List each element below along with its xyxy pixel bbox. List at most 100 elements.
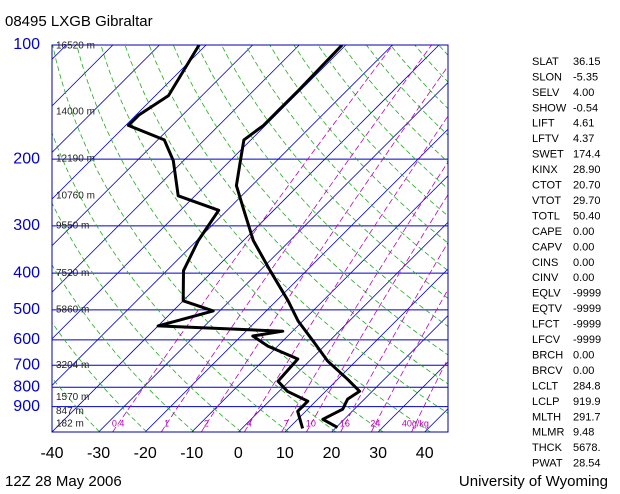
isotherm	[0, 45, 20, 432]
height-label: 12190 m	[56, 154, 95, 165]
mixing-ratio-line	[200, 65, 448, 432]
dry-adiabat	[293, 45, 448, 217]
stat-name: CAPV	[532, 241, 563, 253]
stat-value: 0.00	[573, 241, 594, 253]
x-tick-label: 20	[323, 445, 341, 462]
y-tick-label: 500	[13, 301, 40, 318]
stat-name: CAPE	[532, 226, 562, 238]
stat-name: LCLP	[532, 396, 560, 408]
mixing-ratio-label: 7	[284, 418, 289, 428]
stat-value: -9999	[573, 303, 601, 315]
dry-adiabat	[76, 45, 384, 432]
stat-value: 20.70	[573, 180, 601, 192]
stat-name: EQLV	[532, 288, 561, 300]
stat-value: -9999	[573, 334, 601, 346]
stat-name: BRCV	[532, 365, 563, 377]
isotherm	[52, 45, 207, 200]
height-label: 14000 m	[56, 106, 95, 117]
mixing-ratio-line	[281, 161, 448, 432]
stat-name: SHOW	[532, 102, 567, 114]
stat-name: CINS	[532, 257, 558, 269]
y-tick-label: 900	[13, 398, 40, 415]
stat-name: SELV	[532, 87, 560, 99]
stat-value: -0.54	[573, 102, 598, 114]
y-tick-label: 600	[13, 331, 40, 348]
stat-value: 0.00	[573, 272, 594, 284]
dry-adiabat	[52, 45, 337, 432]
stat-value: 28.90	[573, 164, 601, 176]
stat-value: -9999	[573, 288, 601, 300]
stat-value: 5678.	[573, 442, 601, 454]
x-tick-label: -10	[180, 445, 203, 462]
height-label: 16520 m	[56, 41, 95, 52]
stat-value: 0.00	[573, 349, 594, 361]
mixing-ratio-label: 0.4	[112, 418, 125, 428]
stat-value: 0.00	[573, 226, 594, 238]
mixing-ratio-label: 10	[306, 418, 316, 428]
footer-right: University of Wyoming	[459, 473, 608, 490]
dry-adiabat	[52, 430, 53, 432]
dry-adiabat	[52, 131, 289, 432]
isotherm	[52, 45, 160, 154]
stat-name: BRCH	[532, 349, 563, 361]
mixing-ratio-line	[370, 288, 448, 432]
isotherm	[238, 221, 448, 432]
stat-value: 29.70	[573, 195, 601, 207]
x-tick-label: 10	[276, 445, 294, 462]
stat-name: SLAT	[532, 56, 559, 68]
isotherm	[98, 82, 448, 432]
height-label: 5860 m	[56, 305, 89, 316]
dry-adiabat	[221, 45, 448, 299]
dry-adiabat	[172, 45, 448, 356]
stat-value: 0.00	[573, 365, 594, 377]
y-tick-label: 200	[13, 150, 40, 167]
stat-name: LIFT	[532, 118, 555, 130]
x-tick-label: 0	[234, 445, 243, 462]
stat-name: MLTH	[532, 411, 561, 423]
dry-adiabat	[269, 45, 448, 244]
stat-name: PWAT	[532, 458, 563, 470]
stat-value: 284.8	[573, 380, 601, 392]
mixing-ratio-line	[411, 357, 448, 432]
isotherm	[191, 175, 448, 432]
dry-adiabat	[52, 377, 100, 432]
x-tick-label: -30	[87, 445, 110, 462]
y-tick-label: 300	[13, 217, 40, 234]
stat-name: LCLT	[532, 380, 558, 392]
y-tick-label: 700	[13, 356, 40, 373]
mixing-ratio-line	[340, 241, 448, 432]
x-tick-label: 40	[416, 445, 434, 462]
mixing-ratio-label: 24	[370, 418, 380, 428]
stat-value: -9999	[573, 319, 601, 331]
isotherm	[331, 314, 448, 432]
profile-line	[234, 45, 362, 429]
y-tick-label: 100	[13, 36, 40, 53]
dry-adiabat	[245, 45, 448, 272]
mixing-ratio-label: 40g/kg	[402, 418, 429, 428]
isotherm	[52, 45, 67, 60]
mixing-ratio-label: 2	[204, 418, 209, 428]
mixing-ratio-line	[112, 45, 394, 432]
stat-value: 0.00	[573, 257, 594, 269]
y-tick-label: 800	[13, 378, 40, 395]
stat-name: EQTV	[532, 303, 563, 315]
mixing-ratio-line	[244, 115, 448, 432]
stat-name: SWET	[532, 149, 564, 161]
isotherm	[52, 45, 253, 247]
stat-name: KINX	[532, 164, 558, 176]
stat-name: CTOT	[532, 180, 562, 192]
mixing-ratio-label: 4	[247, 418, 252, 428]
dry-adiabat	[52, 202, 242, 432]
isotherm	[52, 45, 440, 432]
mixing-ratio-line	[160, 45, 432, 432]
dry-adiabat	[52, 322, 148, 432]
dry-adiabat	[124, 45, 448, 414]
stat-value: 4.37	[573, 133, 594, 145]
y-tick-label: 400	[13, 264, 40, 281]
height-label: 182 m	[56, 419, 84, 430]
stat-value: 4.00	[573, 87, 594, 99]
height-label: 9550 m	[56, 220, 89, 231]
isotherm	[52, 45, 114, 107]
profile-line	[126, 45, 310, 429]
